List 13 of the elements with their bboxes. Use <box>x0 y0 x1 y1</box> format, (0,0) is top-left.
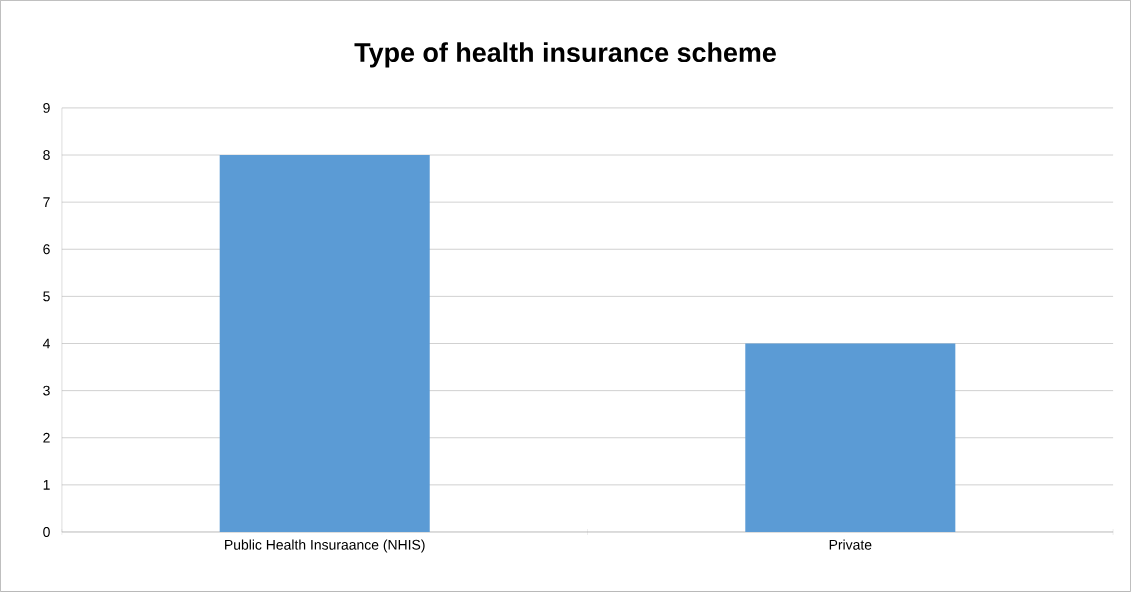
y-tick-label: 9 <box>43 103 50 113</box>
y-tick-label: 6 <box>43 244 50 255</box>
y-tick-label: 4 <box>42 338 50 349</box>
y-tick-label: 2 <box>43 432 50 443</box>
chart-title: Type of health insurance scheme <box>354 42 776 68</box>
y-tick-label: 1 <box>43 480 50 490</box>
x-tick-label: Public Health Insuraance (NHIS) <box>225 539 425 553</box>
x-tick-label: Private <box>829 539 872 550</box>
y-tick-label: 3 <box>43 385 50 396</box>
y-tick-label: 8 <box>43 150 50 161</box>
y-tick-label: 7 <box>43 197 50 207</box>
y-tick-label: 5 <box>43 291 50 302</box>
y-tick-label: 0 <box>43 527 50 537</box>
